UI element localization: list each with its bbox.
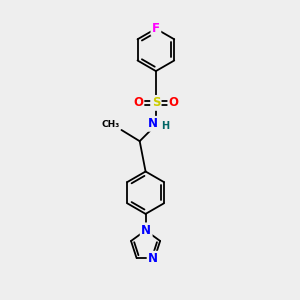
Text: S: S <box>152 96 160 110</box>
Text: O: O <box>169 96 179 110</box>
Text: N: N <box>148 252 158 265</box>
Text: N: N <box>141 224 151 237</box>
Text: H: H <box>161 121 169 131</box>
Text: N: N <box>148 117 158 130</box>
Text: CH₃: CH₃ <box>102 120 120 129</box>
Text: F: F <box>152 22 160 34</box>
Text: O: O <box>133 96 143 110</box>
